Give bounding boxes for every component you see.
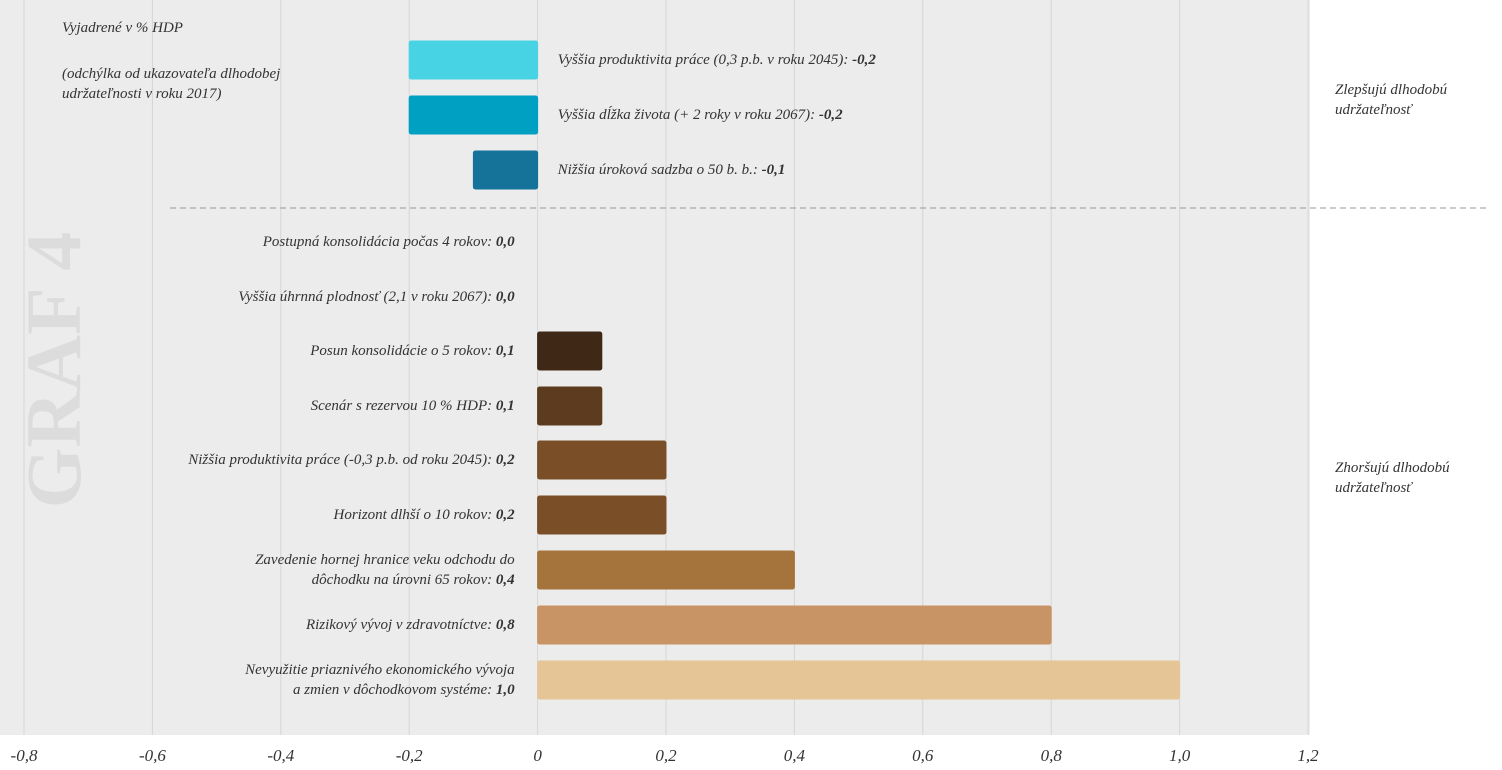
note: (odchýlka od ukazovateľa dlhodobej udrža… bbox=[62, 66, 281, 102]
bar bbox=[537, 495, 667, 535]
x-tick-label: -0,6 bbox=[139, 746, 166, 765]
value-label: 0,4 bbox=[495, 572, 515, 588]
bar bbox=[408, 40, 539, 80]
category-label: Posun konsolidácie o 5 rokov: bbox=[310, 343, 493, 359]
x-tick-label: 0,6 bbox=[912, 746, 934, 765]
category-label: Vyššia dĺžka života (+ 2 roky v roku 206… bbox=[557, 107, 816, 123]
subtitle: Vyjadrené v % HDP bbox=[62, 20, 183, 36]
bar-label: Nižšia produktivita práce (-0,3 p.b. od … bbox=[188, 450, 514, 470]
value-label: 1,0 bbox=[495, 682, 515, 698]
bar-label: Horizont dlhší o 10 rokov: 0,2 bbox=[334, 505, 515, 525]
bar bbox=[537, 605, 1052, 645]
category-label: Zavedenie hornej hranice veku odchodu do… bbox=[255, 552, 515, 588]
category-label: Scenár s rezervou 10 % HDP: bbox=[310, 398, 493, 414]
bar bbox=[472, 150, 539, 190]
category-label: Horizont dlhší o 10 rokov: bbox=[333, 507, 493, 523]
bar-label: Postupná konsolidácia počas 4 rokov: 0,0 bbox=[263, 232, 515, 252]
value-label: 0,8 bbox=[495, 617, 515, 633]
bar-label: Nevyužitie priaznivého ekonomického vývo… bbox=[245, 660, 514, 700]
value-label: 0,1 bbox=[495, 343, 515, 359]
bar-label: Posun konsolidácie o 5 rokov: 0,1 bbox=[310, 341, 514, 361]
bar bbox=[537, 660, 1181, 700]
bar-label: Vyššia dĺžka života (+ 2 roky v roku 206… bbox=[558, 105, 843, 125]
category-label: Vyššia úhrnná plodnosť (2,1 v roku 2067)… bbox=[238, 289, 493, 305]
x-tick-label: -0,8 bbox=[11, 746, 38, 765]
category-label: Nižšia úroková sadzba o 50 b. b.: bbox=[557, 162, 758, 178]
bar-label: Scenár s rezervou 10 % HDP: 0,1 bbox=[311, 396, 515, 416]
bar bbox=[408, 95, 539, 135]
bar-label: Nižšia úroková sadzba o 50 b. b.: -0,1 bbox=[558, 160, 786, 180]
bar-label: Vyššia úhrnná plodnosť (2,1 v roku 2067)… bbox=[238, 287, 514, 307]
value-label: 0,0 bbox=[495, 234, 515, 250]
x-tick-label: 0,8 bbox=[1041, 746, 1063, 765]
value-label: 0,0 bbox=[495, 289, 515, 305]
value-label: 0,1 bbox=[495, 398, 515, 414]
bar bbox=[537, 331, 603, 371]
x-tick-label: -0,4 bbox=[267, 746, 294, 765]
value-label: 0,2 bbox=[495, 452, 515, 468]
bar-label: Vyššia produktivita práce (0,3 p.b. v ro… bbox=[558, 50, 876, 70]
bar-label: Rizikový vývoj v zdravotníctve: 0,8 bbox=[306, 615, 515, 635]
category-label: Rizikový vývoj v zdravotníctve: bbox=[305, 617, 493, 633]
bar-label: Zavedenie hornej hranice veku odchodu do… bbox=[255, 550, 515, 590]
category-label: Nižšia produktivita práce (-0,3 p.b. od … bbox=[188, 452, 493, 468]
value-label: 0,2 bbox=[495, 507, 515, 523]
graf-title: GRAF 4 bbox=[10, 232, 97, 509]
value-label: -0,2 bbox=[818, 107, 843, 123]
x-tick-label: 0,2 bbox=[655, 746, 677, 765]
x-tick-label: 0,4 bbox=[784, 746, 806, 765]
bar bbox=[537, 386, 603, 426]
annotation: Zlepšujú dlhodobú udržateľnosť bbox=[1335, 82, 1448, 118]
bar bbox=[537, 550, 795, 590]
category-label: Postupná konsolidácia počas 4 rokov: bbox=[262, 234, 493, 250]
value-label: -0,1 bbox=[761, 162, 786, 178]
x-tick-label: -0,2 bbox=[396, 746, 423, 765]
value-label: -0,2 bbox=[852, 52, 876, 68]
bar bbox=[537, 440, 667, 480]
x-tick-label: 1,0 bbox=[1169, 746, 1191, 765]
x-tick-label: 1,2 bbox=[1297, 746, 1319, 765]
x-tick-label: 0 bbox=[533, 746, 542, 765]
annotation: Zhoršujú dlhodobú udržateľnosť bbox=[1335, 460, 1450, 496]
category-label: Vyššia produktivita práce (0,3 p.b. v ro… bbox=[557, 52, 849, 68]
category-label: Nevyužitie priaznivého ekonomického vývo… bbox=[245, 662, 515, 698]
